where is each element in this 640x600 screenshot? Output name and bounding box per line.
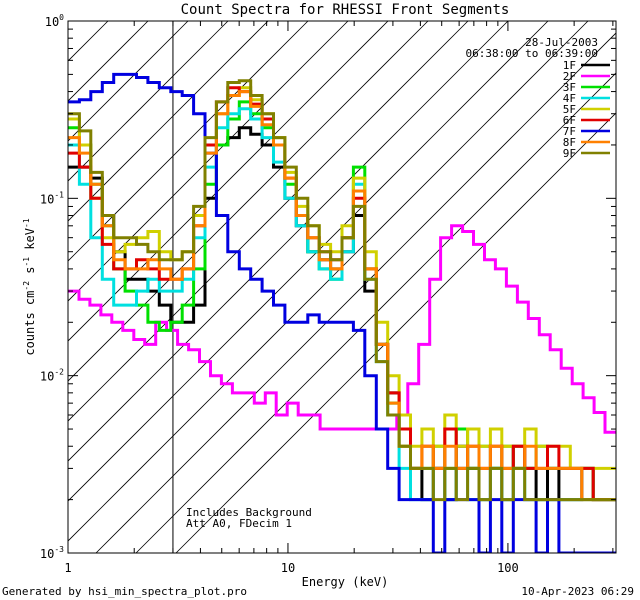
hatch-line bbox=[68, 21, 509, 462]
hatch-line bbox=[135, 72, 616, 553]
legend-label-5f: 5F bbox=[563, 103, 576, 116]
hatch-line bbox=[68, 21, 349, 302]
y-axis-label-end: keV bbox=[23, 228, 37, 257]
hatch-line bbox=[68, 21, 429, 382]
legend-label-3f: 3F bbox=[563, 81, 576, 94]
series-line-5f bbox=[68, 86, 616, 470]
hatch-line bbox=[68, 21, 269, 222]
hatch-line bbox=[68, 21, 229, 182]
attenuator-annotation: Att A0, FDecim 1 bbox=[186, 517, 292, 530]
x-tick-labels: 1 10 100 bbox=[64, 561, 518, 575]
footer-timestamp: 10-Apr-2023 06:29 bbox=[521, 585, 634, 598]
x-tick-label: 10 bbox=[281, 561, 295, 575]
chart-title: Count Spectra for RHESSI Front Segments bbox=[181, 2, 510, 18]
footer-generated-by: Generated by hsi_min_spectra_plot.pro bbox=[2, 585, 248, 598]
series-line-7f bbox=[68, 72, 616, 553]
y-axis-label-mid: s bbox=[23, 267, 37, 281]
hatch-line bbox=[68, 21, 189, 142]
x-tick-label: 1 bbox=[64, 561, 71, 575]
legend-label-1f: 1F bbox=[563, 59, 576, 72]
y-axis-label-sup1: -2 bbox=[22, 281, 31, 291]
hatch-line bbox=[68, 21, 309, 262]
legend-label-2f: 2F bbox=[563, 70, 576, 83]
x-tick-label: 100 bbox=[497, 561, 519, 575]
y-axis-label: counts cm-2 s-1 keV-1 bbox=[22, 218, 37, 355]
hatch-line bbox=[68, 21, 549, 502]
y-tick-label: 10-1 bbox=[40, 190, 64, 206]
y-axis-label-main: counts cm bbox=[23, 291, 37, 356]
series-group bbox=[68, 72, 616, 553]
hatched-region bbox=[68, 21, 616, 553]
legend-label-6f: 6F bbox=[563, 114, 576, 127]
y-tick-label: 10-2 bbox=[40, 368, 64, 384]
legend-label-4f: 4F bbox=[563, 92, 576, 105]
y-tick-label: 10-3 bbox=[40, 545, 64, 561]
y-axis-label-sup2: -1 bbox=[22, 257, 31, 267]
legend-label-7f: 7F bbox=[563, 125, 576, 138]
x-axis-label: Energy (keV) bbox=[302, 575, 389, 589]
hatch-line bbox=[68, 21, 589, 542]
series-line-9f bbox=[68, 79, 616, 502]
y-tick-label: 100 bbox=[45, 13, 64, 29]
hatch-line bbox=[175, 112, 616, 553]
hatch-line bbox=[68, 21, 389, 342]
hatch-line bbox=[68, 21, 469, 422]
y-tick-labels: 100 10-1 10-2 10-3 bbox=[40, 13, 64, 561]
axis-ticks bbox=[67, 20, 616, 554]
plot-frame bbox=[67, 20, 617, 554]
background-annotation: Includes Background bbox=[186, 506, 312, 519]
legend-label-8f: 8F bbox=[563, 136, 576, 149]
y-axis-label-sup3: -1 bbox=[22, 218, 31, 228]
date-annotation: 28-Jul-2003 bbox=[525, 36, 598, 49]
time-range-annotation: 06:38:00 to 06:39:00 bbox=[466, 47, 598, 60]
hatch-line bbox=[95, 32, 616, 553]
legend-label-9f: 9F bbox=[563, 147, 576, 160]
series-line-2f bbox=[68, 224, 616, 434]
